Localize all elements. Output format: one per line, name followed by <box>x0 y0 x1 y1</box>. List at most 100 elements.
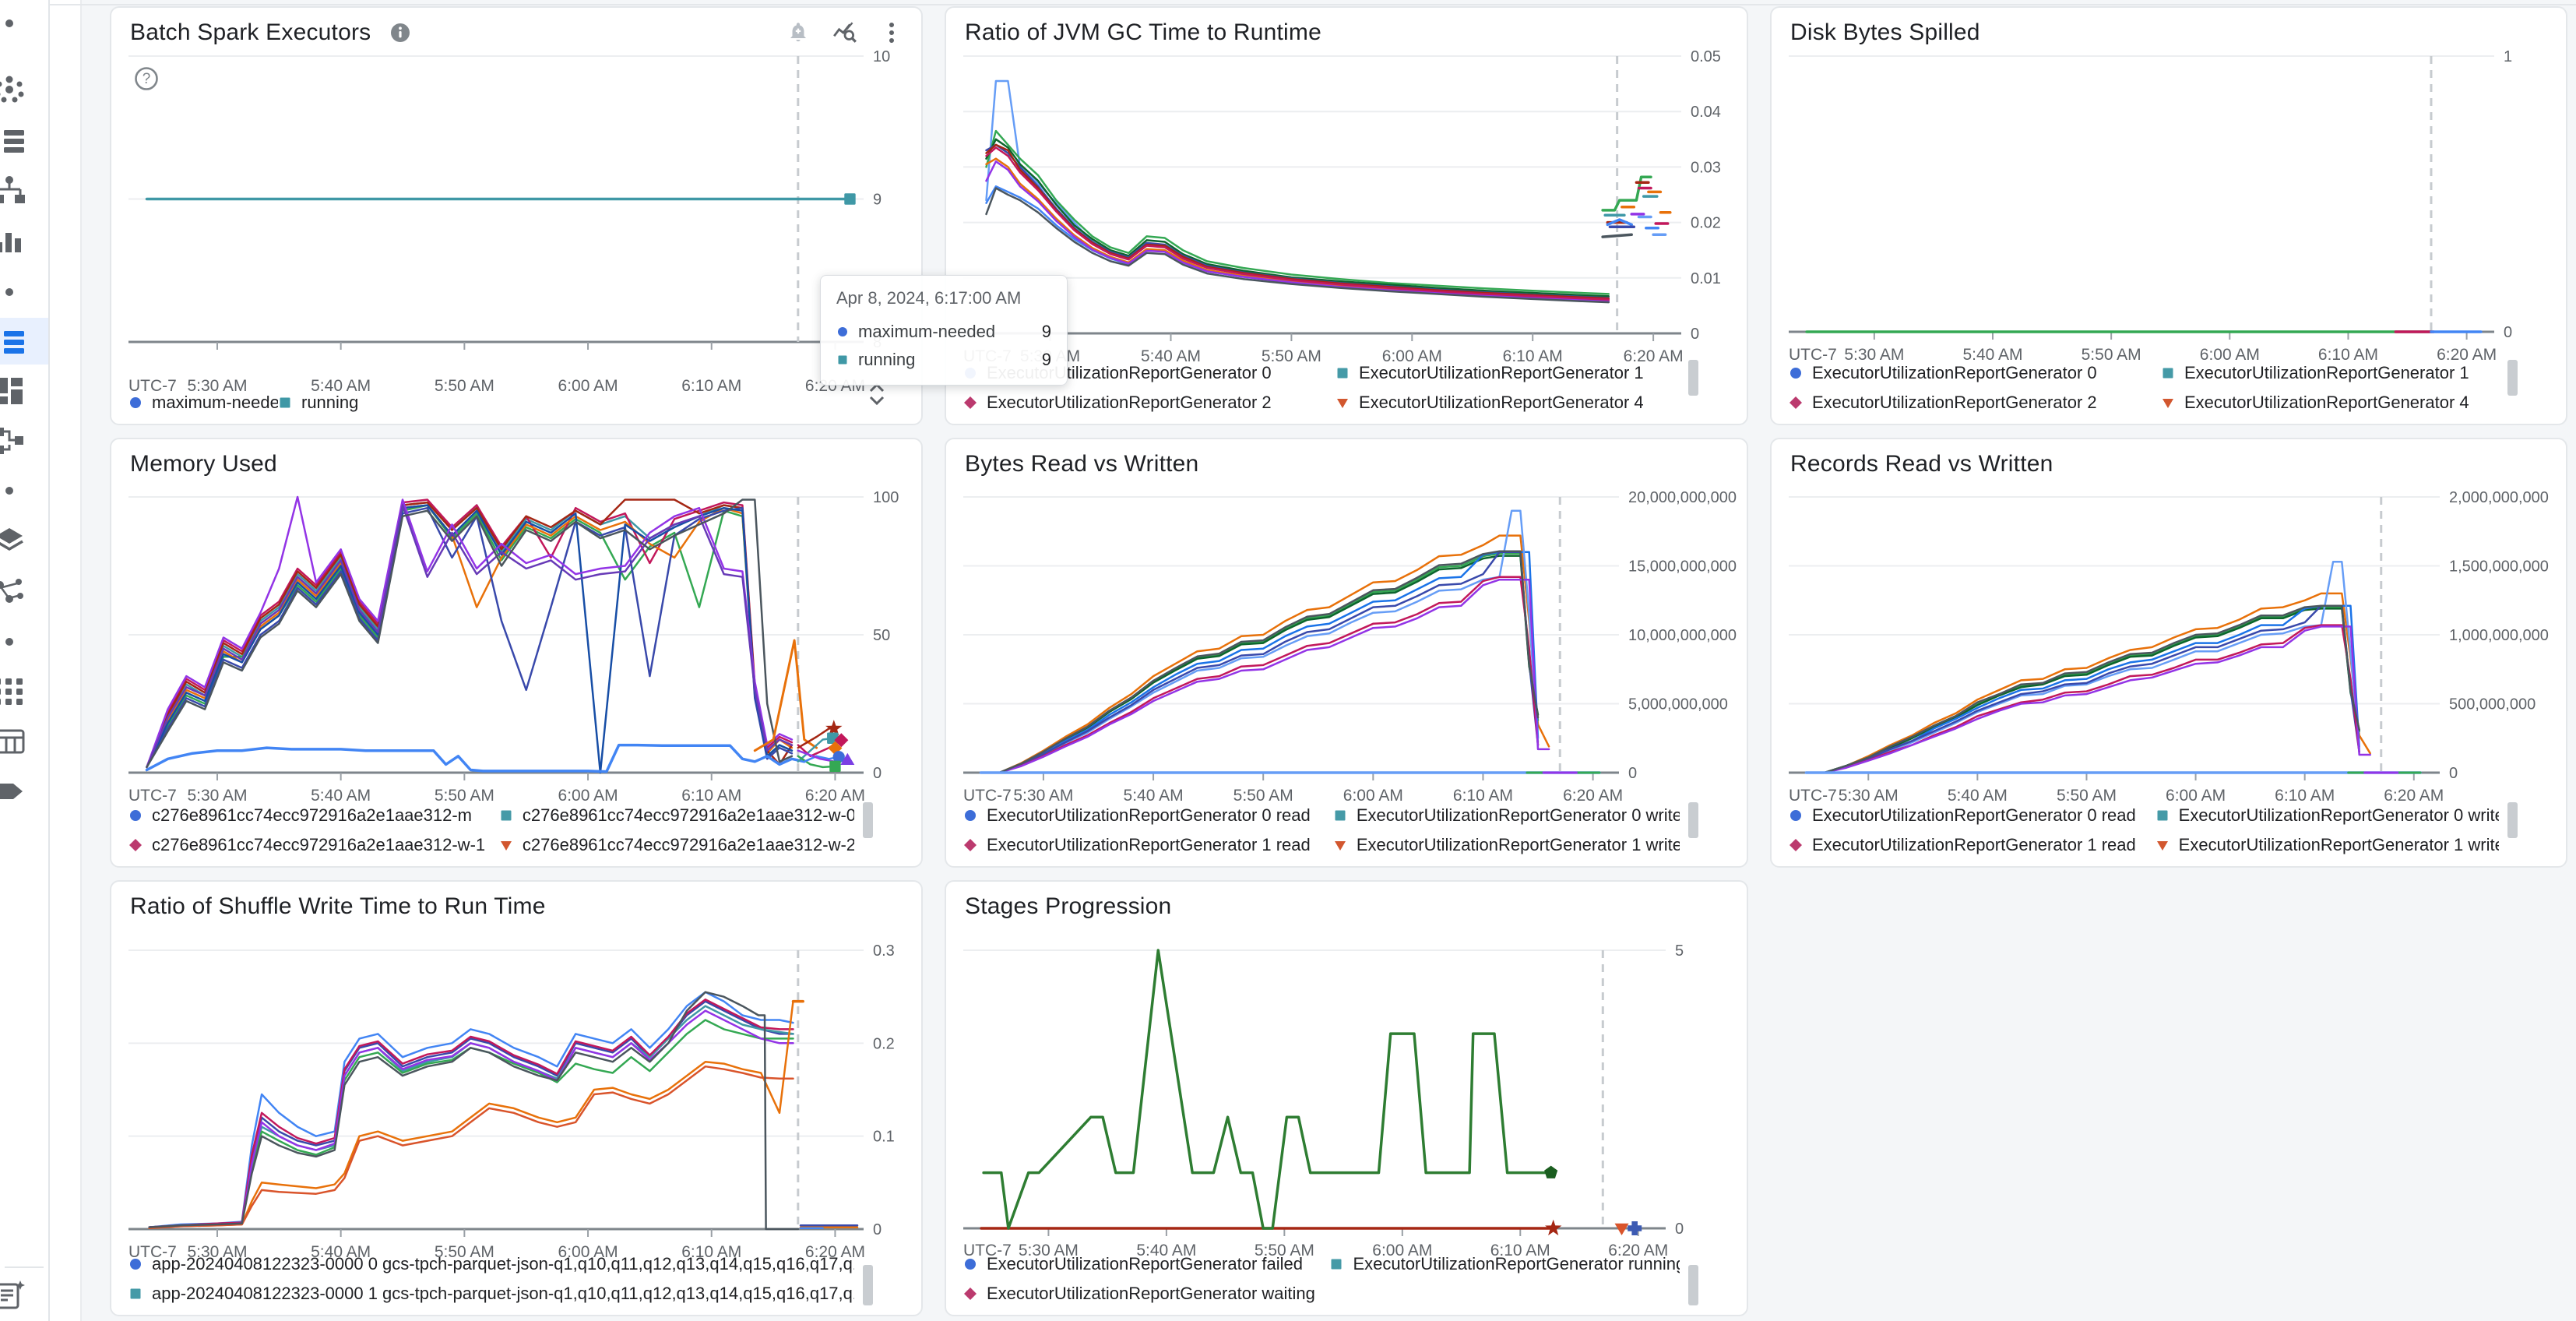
sidebar-item-list-6[interactable] <box>0 318 48 365</box>
legend-scrollbar[interactable] <box>1688 1265 1698 1305</box>
series-line <box>145 743 806 773</box>
explore-data-icon[interactable] <box>828 17 862 48</box>
more-options-icon[interactable] <box>875 17 909 48</box>
legend-scrollbar[interactable] <box>2507 802 2518 838</box>
list-icon <box>4 130 24 153</box>
chart-plot-area[interactable]: 20,000,000,000 15,000,000,000 10,000,000,0… <box>946 439 1747 866</box>
legend-scrollbar[interactable] <box>1688 360 1698 396</box>
sidebar-item-list-2[interactable] <box>0 117 48 164</box>
legend-label: ExecutorUtilizationReportGenerator 1 <box>2184 363 2469 382</box>
legend-item[interactable]: c276e8961cc74ecc972916a2e1aae312-m <box>128 805 499 826</box>
series-line <box>148 1000 794 1228</box>
series-line <box>146 504 794 769</box>
legend-scrollbar[interactable] <box>863 802 873 838</box>
sidebar-item-tag-15[interactable] <box>0 768 48 815</box>
tri_down-marker-icon <box>1337 399 1348 408</box>
series-line <box>982 949 1553 1230</box>
legend-item[interactable]: app-20240408122323-0000 1 gcs-tpch-parqu… <box>128 1284 854 1304</box>
series-line <box>146 498 794 769</box>
chart-header: Disk Bytes Spilled <box>1790 17 2553 48</box>
sidebar-item-dot-12[interactable] <box>0 618 48 665</box>
legend-row: ExecutorUtilizationReportGenerator 0 rea… <box>963 801 1680 830</box>
series-line <box>998 578 1550 774</box>
legend-item[interactable]: ExecutorUtilizationReportGenerator 1 wri… <box>1333 835 1680 855</box>
help-icon[interactable]: ? <box>133 65 160 96</box>
sidebar-item-flow-8[interactable] <box>0 417 48 464</box>
legend-item[interactable]: maximum-needed <box>128 393 278 413</box>
chart-plot-area[interactable]: 5 0 UTC-7 5:30 AM 5:40 AM 5:50 AM 6:00 AM 6:10 … <box>946 882 1747 1315</box>
sidebar-item-dot-9[interactable] <box>0 467 48 514</box>
sidebar-item-table-14[interactable] <box>0 718 48 765</box>
sidebar-item-chart-4[interactable] <box>0 218 48 265</box>
legend-item[interactable]: ExecutorUtilizationReportGenerator runni… <box>1329 1254 1680 1274</box>
add-alert-icon[interactable] <box>781 17 815 48</box>
svg-text:1,500,000,000: 1,500,000,000 <box>2449 558 2549 576</box>
svg-text:6:00 AM: 6:00 AM <box>558 377 618 395</box>
chart-plot-area[interactable]: 2,000,000,000 1,500,000,000 1,000,000,000 5… <box>1772 439 2566 866</box>
series-line <box>1823 608 2360 774</box>
legend-item[interactable]: c276e8961cc74ecc972916a2e1aae312-w-0 <box>499 805 854 826</box>
legend-item[interactable]: ExecutorUtilizationReportGenerator 4 <box>2161 393 2469 413</box>
diamond-marker-icon <box>964 839 977 851</box>
chart-plot-area[interactable]: 100 50 0 UTC-7 5:30 AM 5:40 AM 5:50 AM 6:00 AM 6… <box>111 439 921 866</box>
legend-item[interactable]: ExecutorUtilizationReportGenerator 1 <box>2161 363 2469 383</box>
legend-item[interactable]: ExecutorUtilizationReportGenerator 0 wri… <box>1333 805 1680 826</box>
sidebar-item-dot-5[interactable] <box>0 269 48 315</box>
tooltip-series-label: maximum-needed <box>858 322 996 341</box>
info-icon[interactable] <box>383 17 417 48</box>
sidebar-item-layers-10[interactable] <box>0 518 48 565</box>
legend-label: ExecutorUtilizationReportGenerator 1 wri… <box>1356 835 1680 854</box>
legend-item[interactable]: c276e8961cc74ecc972916a2e1aae312-w-2 <box>499 835 854 855</box>
sidebar-item-cluster-1[interactable] <box>0 66 48 113</box>
legend-item[interactable]: ExecutorUtilizationReportGenerator 1 <box>1336 363 1644 383</box>
legend-item[interactable]: ExecutorUtilizationReportGenerator 0 wri… <box>2155 805 2499 826</box>
chart-plot-area[interactable]: 1098UTC-75:30 AM5:40 AM5:50 AM6:00 AM6:1… <box>111 8 921 424</box>
legend-item[interactable]: ExecutorUtilizationReportGenerator 2 <box>1789 393 2161 413</box>
legend-row: c276e8961cc74ecc972916a2e1aae312-m c276e8… <box>128 801 854 830</box>
legend-item[interactable]: ExecutorUtilizationReportGenerator 0 rea… <box>963 805 1333 826</box>
chart-legend: ExecutorUtilizationReportGenerator 0 rea… <box>1789 801 2499 860</box>
sidebar-item-dot-0[interactable] <box>0 0 48 47</box>
legend-item[interactable]: ExecutorUtilizationReportGenerator waiti… <box>963 1284 1315 1304</box>
legend-item[interactable]: ExecutorUtilizationReportGenerator 0 <box>1789 363 2161 383</box>
legend-label: ExecutorUtilizationReportGenerator faile… <box>987 1254 1303 1273</box>
legend-item[interactable]: ExecutorUtilizationReportGenerator 1 wri… <box>2155 835 2499 855</box>
legend-label: c276e8961cc74ecc972916a2e1aae312-w-1 <box>152 835 486 854</box>
chart-plot-area[interactable]: 1 0 UTC-7 5:30 AM 5:40 AM 5:50 AM 6:00 AM 6:10 … <box>1772 8 2566 424</box>
legend-item[interactable]: running <box>278 393 358 413</box>
legend-row: ExecutorUtilizationReportGenerator 1 rea… <box>963 830 1680 860</box>
legend-item[interactable]: ExecutorUtilizationReportGenerator 0 rea… <box>1789 805 2155 826</box>
legend-label: ExecutorUtilizationReportGenerator runni… <box>1353 1254 1680 1273</box>
square-marker-icon <box>2163 368 2173 379</box>
sidebar-item-tree-3[interactable] <box>0 167 48 214</box>
layers-icon <box>0 528 23 551</box>
square-marker-icon <box>838 355 847 365</box>
legend-scrollbar[interactable] <box>2507 360 2518 396</box>
legend-item[interactable]: c276e8961cc74ecc972916a2e1aae312-w-1 <box>128 835 499 855</box>
legend-item[interactable]: ExecutorUtilizationReportGenerator 4 <box>1336 393 1644 413</box>
square-marker-icon <box>501 810 512 821</box>
legend-scrollbar[interactable] <box>863 1265 873 1305</box>
legend-item[interactable]: ExecutorUtilizationReportGenerator 2 <box>963 393 1336 413</box>
chart-legend: ExecutorUtilizationReportGenerator 0 rea… <box>963 801 1680 860</box>
svg-text:5:40 AM: 5:40 AM <box>311 787 371 805</box>
chart-card-ratio-of-jvm-gc-time-to-runtime: Ratio of JVM GC Time to Runtime 0.05 0.04… <box>945 6 1748 425</box>
series-line <box>998 551 1540 774</box>
tree-icon <box>0 176 25 203</box>
sidebar-item-hub-11[interactable] <box>0 569 48 615</box>
sidebar-item-notes-16[interactable] <box>0 1272 48 1319</box>
sidebar-item-dashboard-7[interactable] <box>0 368 48 414</box>
sidebar-item-grid-13[interactable] <box>0 668 48 715</box>
chart-plot-area[interactable]: 0.3 0.2 0.1 0 UTC-7 5:30 AM 5:40 AM 5:50 AM 6:00… <box>111 882 921 1315</box>
tooltip-row: running 9 <box>836 346 1051 374</box>
legend-item[interactable]: ExecutorUtilizationReportGenerator faile… <box>963 1254 1329 1274</box>
legend-item[interactable]: ExecutorUtilizationReportGenerator 1 rea… <box>1789 835 2155 855</box>
legend-scrollbar[interactable] <box>1688 802 1698 838</box>
chart-header: Ratio of Shuffle Write Time to Run Time <box>130 891 909 922</box>
svg-text:6:00 AM: 6:00 AM <box>1382 347 1442 365</box>
svg-text:6:10 AM: 6:10 AM <box>1453 787 1513 805</box>
legend-item[interactable]: app-20240408122323-0000 0 gcs-tpch-parqu… <box>128 1254 854 1274</box>
legend-item[interactable]: ExecutorUtilizationReportGenerator 1 rea… <box>963 835 1333 855</box>
circle-marker-icon <box>965 810 976 821</box>
chart-legend: ExecutorUtilizationReportGenerator 0 Exec… <box>1789 358 2499 417</box>
